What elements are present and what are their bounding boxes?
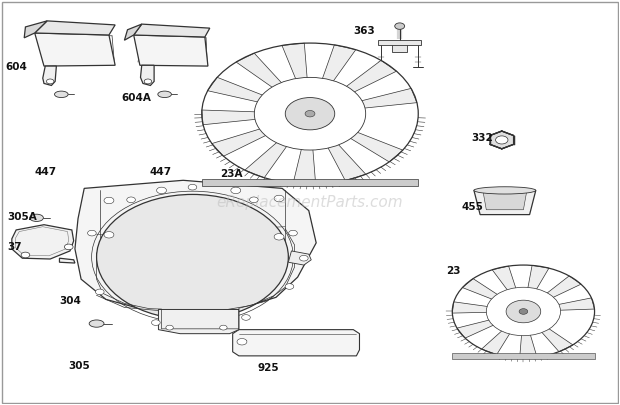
Polygon shape bbox=[293, 130, 316, 184]
Text: 305A: 305A bbox=[7, 212, 37, 222]
Text: 363: 363 bbox=[353, 26, 375, 36]
Polygon shape bbox=[490, 131, 513, 149]
Circle shape bbox=[21, 252, 30, 258]
Polygon shape bbox=[316, 45, 356, 99]
Polygon shape bbox=[202, 110, 286, 125]
Ellipse shape bbox=[158, 91, 172, 98]
Circle shape bbox=[64, 244, 73, 250]
Polygon shape bbox=[159, 309, 239, 334]
Circle shape bbox=[87, 230, 96, 236]
Circle shape bbox=[104, 197, 114, 204]
Circle shape bbox=[285, 98, 335, 130]
Polygon shape bbox=[16, 227, 69, 256]
Circle shape bbox=[289, 230, 298, 236]
Circle shape bbox=[97, 194, 288, 320]
Circle shape bbox=[519, 309, 528, 314]
Polygon shape bbox=[520, 322, 537, 358]
Polygon shape bbox=[141, 65, 154, 85]
Polygon shape bbox=[288, 251, 311, 265]
Circle shape bbox=[219, 325, 227, 330]
Polygon shape bbox=[378, 40, 422, 45]
Polygon shape bbox=[282, 43, 309, 98]
Ellipse shape bbox=[55, 91, 68, 98]
Polygon shape bbox=[134, 24, 210, 37]
Text: eReplacementParts.com: eReplacementParts.com bbox=[216, 195, 404, 210]
Text: 304: 304 bbox=[60, 296, 81, 307]
Circle shape bbox=[274, 234, 284, 240]
Text: 447: 447 bbox=[149, 167, 171, 177]
Text: 455: 455 bbox=[461, 202, 484, 211]
Polygon shape bbox=[457, 315, 509, 338]
Polygon shape bbox=[35, 21, 115, 35]
Circle shape bbox=[486, 287, 560, 336]
Polygon shape bbox=[532, 320, 573, 352]
Text: 604A: 604A bbox=[122, 93, 151, 102]
Polygon shape bbox=[328, 122, 403, 162]
Polygon shape bbox=[474, 190, 536, 215]
Circle shape bbox=[126, 197, 135, 202]
Circle shape bbox=[242, 315, 250, 320]
Polygon shape bbox=[24, 21, 47, 38]
Text: 604: 604 bbox=[6, 62, 27, 72]
Circle shape bbox=[254, 77, 366, 150]
Circle shape bbox=[151, 320, 160, 326]
Polygon shape bbox=[60, 258, 75, 263]
Polygon shape bbox=[12, 225, 74, 259]
Text: 23A: 23A bbox=[220, 169, 243, 179]
Text: 305: 305 bbox=[69, 361, 91, 371]
Circle shape bbox=[104, 232, 114, 238]
Circle shape bbox=[274, 195, 284, 202]
Polygon shape bbox=[333, 88, 417, 111]
Polygon shape bbox=[540, 298, 595, 311]
Polygon shape bbox=[318, 128, 366, 181]
Text: 23: 23 bbox=[446, 266, 461, 276]
Text: 925: 925 bbox=[257, 363, 279, 373]
Text: 447: 447 bbox=[35, 167, 57, 177]
Polygon shape bbox=[134, 35, 208, 66]
Circle shape bbox=[495, 136, 508, 144]
Polygon shape bbox=[326, 60, 396, 104]
Bar bbox=[202, 179, 418, 186]
Circle shape bbox=[231, 187, 241, 194]
Circle shape bbox=[395, 23, 405, 29]
Polygon shape bbox=[212, 121, 290, 156]
Polygon shape bbox=[482, 321, 517, 354]
Polygon shape bbox=[232, 330, 360, 356]
Polygon shape bbox=[453, 302, 507, 313]
Ellipse shape bbox=[89, 320, 104, 327]
Polygon shape bbox=[35, 33, 115, 66]
Text: 37: 37 bbox=[7, 242, 22, 252]
Polygon shape bbox=[534, 276, 581, 305]
Circle shape bbox=[188, 184, 197, 190]
Polygon shape bbox=[526, 265, 549, 301]
Circle shape bbox=[95, 289, 104, 295]
Ellipse shape bbox=[30, 214, 43, 222]
Circle shape bbox=[144, 79, 152, 84]
Polygon shape bbox=[483, 192, 526, 210]
Circle shape bbox=[237, 339, 247, 345]
Polygon shape bbox=[236, 53, 297, 102]
Circle shape bbox=[249, 197, 258, 202]
Circle shape bbox=[299, 256, 308, 261]
Polygon shape bbox=[125, 24, 142, 40]
Circle shape bbox=[305, 111, 315, 117]
Polygon shape bbox=[245, 127, 299, 178]
Polygon shape bbox=[492, 266, 520, 301]
Circle shape bbox=[46, 79, 54, 84]
Polygon shape bbox=[392, 43, 407, 52]
Polygon shape bbox=[463, 279, 511, 306]
Polygon shape bbox=[43, 66, 56, 85]
Polygon shape bbox=[208, 77, 289, 109]
Circle shape bbox=[157, 187, 167, 194]
Circle shape bbox=[166, 325, 173, 330]
Polygon shape bbox=[75, 180, 316, 311]
Circle shape bbox=[506, 300, 541, 323]
Bar bbox=[452, 354, 595, 359]
Ellipse shape bbox=[474, 187, 536, 194]
Text: 332: 332 bbox=[471, 133, 492, 143]
Circle shape bbox=[285, 284, 294, 289]
